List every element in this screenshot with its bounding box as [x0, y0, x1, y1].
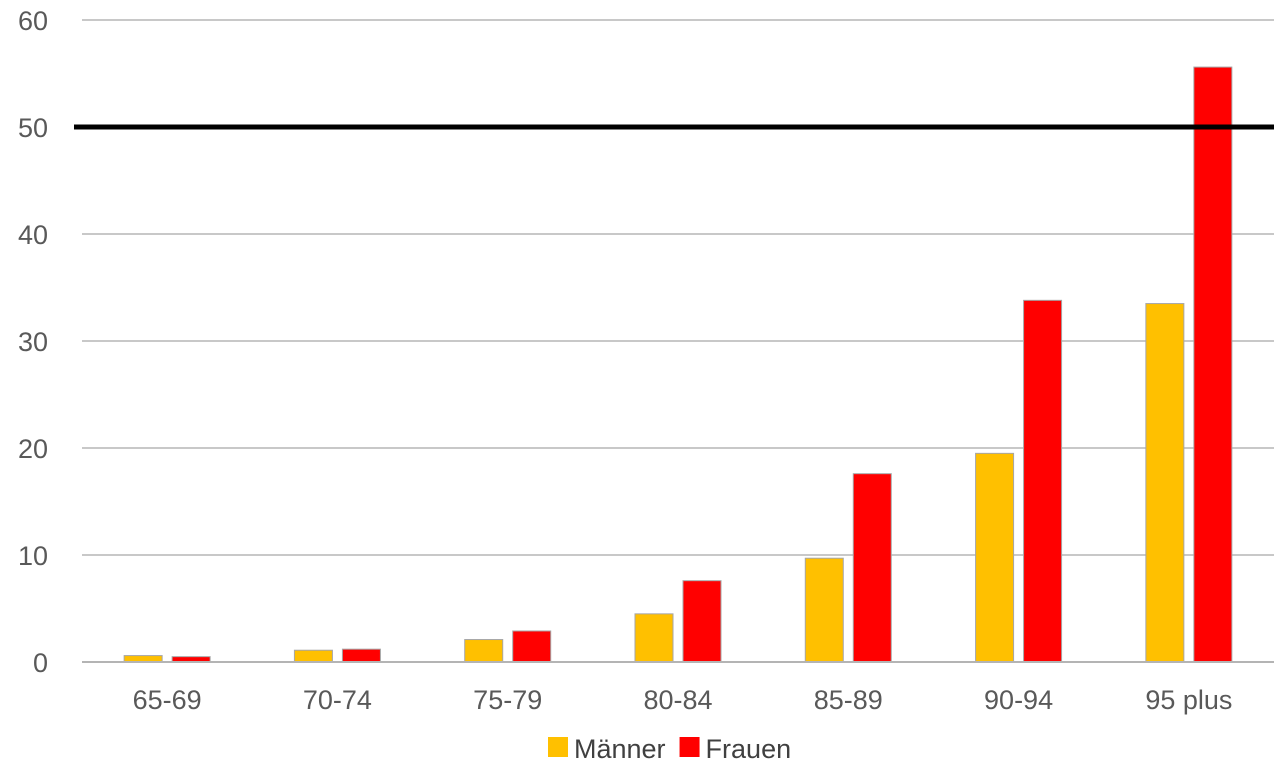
y-tick-label: 40 — [18, 220, 48, 250]
y-tick-label: 50 — [18, 113, 48, 143]
y-tick-label: 0 — [33, 648, 48, 678]
bar-maenner-70-74 — [293, 649, 333, 663]
bar-frauen-75-79 — [512, 630, 552, 663]
bar-maenner-75-79 — [464, 639, 504, 663]
legend-label-frauen: Frauen — [706, 734, 792, 764]
y-tick-label: 10 — [18, 541, 48, 571]
bar-frauen-85-89 — [852, 473, 892, 663]
x-tick-label: 95 plus — [1145, 685, 1232, 715]
x-tick-label: 65-69 — [133, 685, 202, 715]
y-axis-ticks: 0 10 20 30 40 50 60 — [18, 6, 48, 678]
bar-maenner-95-plus — [1145, 303, 1185, 663]
legend-swatch-maenner — [548, 737, 568, 757]
legend: Männer Frauen — [548, 734, 791, 764]
bar-frauen-80-84 — [682, 580, 722, 663]
bar-maenner-80-84 — [634, 613, 674, 663]
x-tick-label: 80-84 — [643, 685, 712, 715]
x-tick-label: 75-79 — [473, 685, 542, 715]
y-tick-label: 20 — [18, 434, 48, 464]
bar-frauen-95-plus — [1193, 66, 1233, 663]
legend-label-maenner: Männer — [574, 734, 666, 764]
legend-swatch-frauen — [679, 737, 700, 757]
bar-frauen-90-94 — [1023, 299, 1063, 663]
bar-maenner-90-94 — [975, 452, 1015, 663]
y-tick-label: 60 — [18, 6, 48, 36]
x-tick-label: 90-94 — [984, 685, 1053, 715]
x-tick-label: 70-74 — [303, 685, 372, 715]
x-axis-ticks: 65-69 70-74 75-79 80-84 85-89 90-94 95 plus — [133, 685, 1233, 715]
bars — [123, 66, 1233, 663]
gridlines — [82, 19, 1274, 556]
x-tick-label: 85-89 — [814, 685, 883, 715]
bar-maenner-85-89 — [804, 557, 844, 663]
y-tick-label: 30 — [18, 327, 48, 357]
bar-frauen-70-74 — [341, 648, 381, 663]
